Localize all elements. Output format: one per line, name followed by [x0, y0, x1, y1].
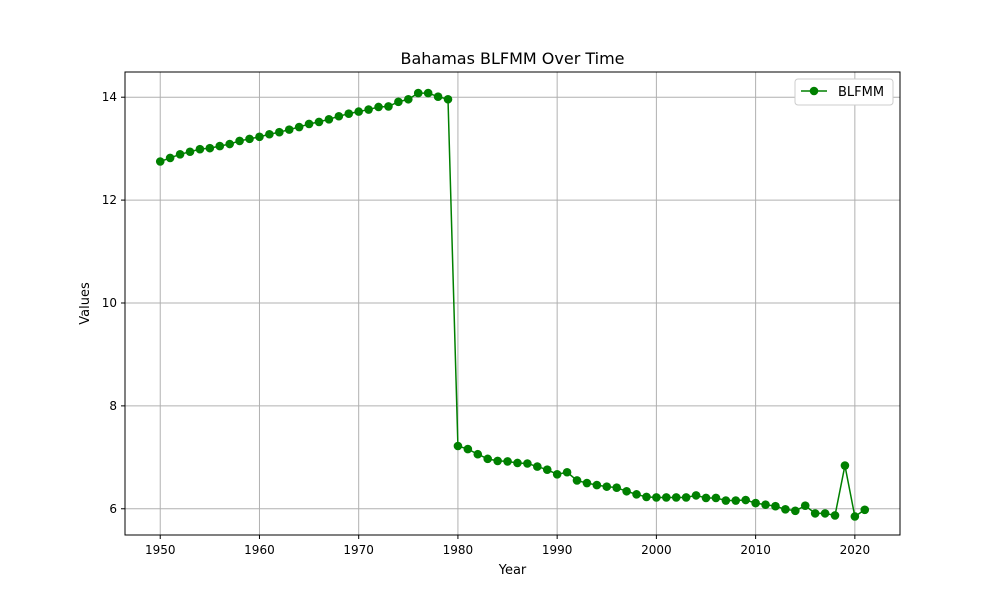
y-tick-label: 14: [102, 90, 117, 104]
data-point: [572, 476, 582, 485]
y-axis-label: Values: [78, 282, 93, 325]
data-point: [493, 456, 502, 466]
data-point: [344, 109, 354, 118]
data-point: [810, 509, 820, 518]
x-tick-label: 1950: [145, 543, 176, 557]
data-point: [284, 125, 294, 134]
data-point: [731, 496, 741, 505]
grid-lines: [125, 72, 900, 535]
y-tick-label: 6: [109, 502, 117, 516]
data-point: [503, 457, 512, 466]
data-point: [205, 143, 215, 153]
data-point: [155, 157, 165, 166]
data-point: [800, 501, 810, 510]
data-point: [671, 493, 681, 502]
data-point: [225, 139, 234, 149]
y-tick-label: 12: [102, 193, 117, 207]
data-point: [860, 505, 870, 515]
data-point: [255, 132, 264, 142]
data-point: [761, 500, 770, 509]
data-point: [612, 483, 621, 492]
data-point: [711, 493, 721, 503]
data-point: [552, 470, 562, 479]
data-point: [275, 127, 284, 137]
legend-marker-swatch: [809, 86, 819, 96]
data-point: [374, 102, 383, 112]
data-point: [294, 122, 304, 132]
data-point: [840, 461, 850, 470]
data-point: [354, 107, 363, 116]
data-point: [830, 511, 840, 520]
data-point: [751, 498, 760, 508]
data-point: [721, 496, 731, 505]
data-point: [195, 144, 205, 154]
data-point: [701, 493, 711, 503]
data-point: [582, 478, 592, 488]
y-axis: 6 8 10 12 14: [102, 90, 125, 516]
data-point: [235, 136, 244, 146]
x-tick-label: 1960: [244, 543, 275, 557]
data-point: [632, 490, 641, 499]
data-point: [175, 150, 185, 159]
data-point: [215, 141, 225, 151]
data-point: [314, 117, 324, 127]
y-tick-label: 10: [102, 296, 117, 310]
data-point: [642, 492, 651, 502]
series-layer: [155, 88, 870, 521]
data-point: [652, 493, 661, 502]
legend: BLFMM: [794, 78, 894, 106]
legend-label: BLFMM: [838, 85, 884, 100]
data-point: [245, 134, 254, 144]
data-point: [562, 467, 572, 477]
data-point: [542, 465, 552, 474]
data-point: [443, 94, 453, 104]
data-point: [423, 88, 433, 98]
data-point: [681, 493, 691, 502]
x-axis: 1950 1960 1970 1980 1990 2000 2010 2020: [145, 535, 870, 557]
data-point: [463, 444, 473, 454]
data-point: [771, 501, 780, 511]
x-tick-label: 2020: [840, 543, 871, 557]
x-tick-label: 1970: [343, 543, 374, 557]
data-point: [404, 94, 413, 104]
data-point: [850, 512, 860, 521]
x-tick-label: 2010: [740, 543, 771, 557]
data-point: [483, 454, 492, 464]
plot-frame: [124, 71, 901, 536]
data-point: [622, 486, 631, 496]
data-point: [185, 147, 195, 157]
x-tick-label: 1980: [443, 543, 474, 557]
data-point: [394, 97, 403, 107]
data-point: [820, 509, 830, 518]
chart-title: Bahamas BLFMM Over Time: [400, 49, 624, 68]
data-point: [691, 491, 701, 500]
x-tick-label: 2000: [641, 543, 672, 557]
data-point: [413, 88, 423, 98]
data-point: [781, 504, 790, 514]
legend-box: [794, 78, 894, 106]
data-point: [523, 459, 532, 468]
x-axis-label: Year: [498, 563, 527, 578]
data-point: [513, 458, 522, 468]
data-point: [384, 102, 393, 111]
data-point: [165, 153, 175, 163]
x-tick-label: 1990: [542, 543, 573, 557]
data-point: [334, 111, 344, 121]
data-point: [741, 495, 750, 505]
data-point: [324, 115, 334, 124]
data-point: [304, 119, 314, 129]
data-point: [533, 462, 542, 471]
y-tick-label: 8: [109, 399, 117, 413]
data-point: [662, 493, 671, 502]
data-point: [433, 92, 443, 101]
data-point: [265, 129, 274, 139]
data-point: [364, 105, 373, 114]
data-point: [473, 449, 483, 459]
data-point: [602, 482, 612, 491]
data-point: [791, 506, 800, 516]
data-point: [592, 480, 602, 490]
data-point: [453, 441, 463, 451]
